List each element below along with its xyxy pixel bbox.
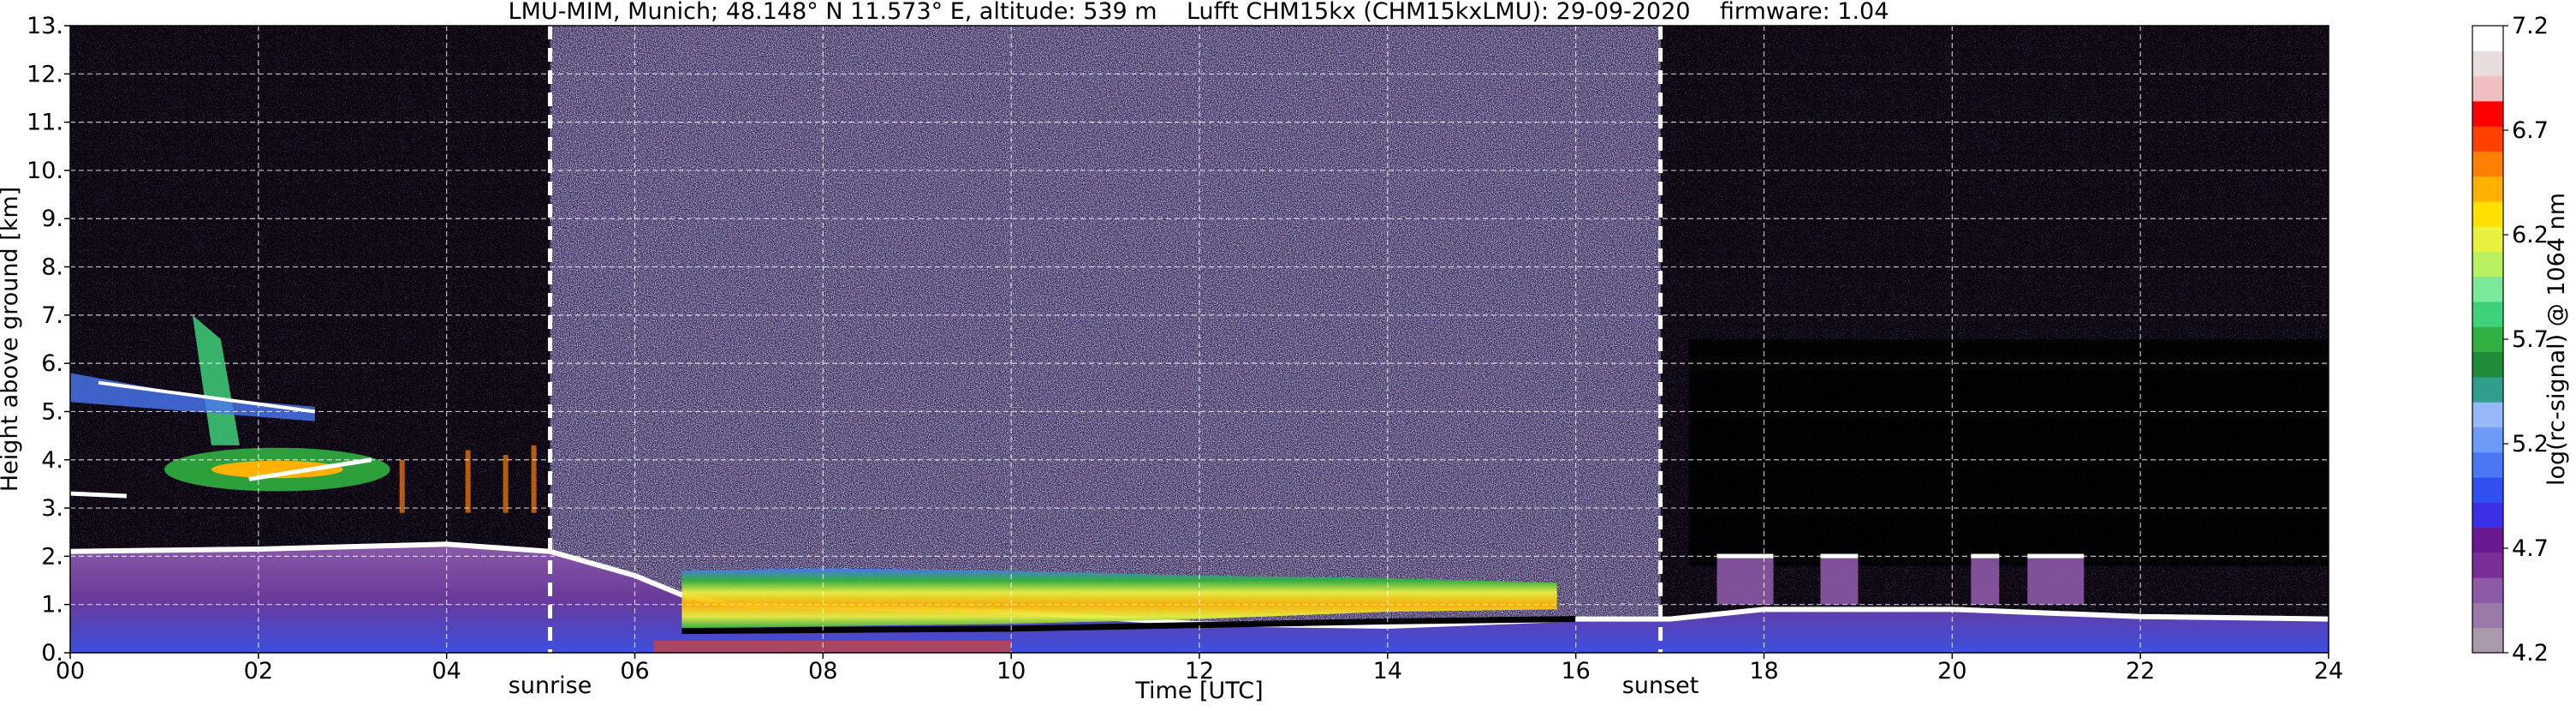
colorbar-segment (2472, 351, 2503, 378)
colorbar-tick-label: 4.7 (2512, 535, 2549, 562)
y-tick-label: 0. (41, 640, 63, 666)
sunrise-label: sunrise (509, 672, 592, 699)
colorbar-segment (2472, 577, 2503, 603)
colorbar-segment (2472, 276, 2503, 302)
colorbar-label: log(rc-signal) @ 1064 nm (2543, 193, 2570, 486)
y-tick-label: 13. (27, 13, 63, 39)
evening-cloud-top (1716, 553, 1774, 559)
x-tick-label: 12 (1185, 658, 1214, 684)
colorbar-segment (2472, 100, 2503, 127)
colorbar-tick-label: 7.2 (2512, 13, 2549, 39)
colorbar-segment (2472, 376, 2503, 403)
cloud-column (531, 445, 537, 513)
colorbar-tick-label: 5.2 (2512, 431, 2549, 457)
upper-cloud-band (70, 373, 315, 421)
evening-cloud (1820, 556, 1859, 605)
colorbar-segment (2472, 502, 2503, 529)
colorbar-tick-label: 4.2 (2512, 640, 2549, 666)
x-tick-label: 06 (620, 658, 649, 684)
cloud-column (399, 459, 405, 513)
cloud-base (70, 457, 372, 499)
colorbar-segment (2472, 151, 2503, 177)
cloud-core (211, 460, 343, 479)
y-tick-label: 10. (27, 158, 63, 184)
x-axis-label: Time [UTC] (1134, 678, 1263, 704)
evening-cloud-top (1820, 553, 1859, 559)
x-tick-label: 04 (431, 658, 461, 684)
evening-cloud (1716, 556, 1774, 605)
x-tick-label: 20 (1937, 658, 1966, 684)
colorbar-segment (2472, 251, 2503, 278)
evening-cloud-top (1971, 553, 2000, 559)
colorbar-tick-label: 5.7 (2512, 326, 2549, 353)
colorbar-segment (2472, 302, 2503, 327)
y-axis-label: Height above ground [km] (0, 187, 23, 492)
x-tick-label: 24 (2314, 658, 2343, 684)
cloud-column (503, 455, 509, 513)
colorbar-segment (2472, 602, 2503, 629)
y-tick-label: 9. (41, 206, 63, 232)
evening-dark-region (1688, 339, 2329, 566)
x-tick-label: 14 (1373, 658, 1402, 684)
colorbar-segment (2472, 26, 2503, 51)
x-tick-label: 22 (2126, 658, 2155, 684)
colorbar-segment (2472, 226, 2503, 253)
aerosol-layer (681, 568, 1557, 629)
colorbar-segment (2472, 200, 2503, 227)
x-tick-label: 00 (56, 658, 85, 684)
colorbar-segment (2472, 126, 2503, 152)
y-tick-label: 6. (41, 350, 63, 377)
x-tick-label: 08 (808, 658, 837, 684)
y-tick-label: 8. (41, 254, 63, 281)
upper-cloud-top (98, 380, 316, 414)
colorbar-segment (2472, 326, 2503, 353)
y-tick-label: 3. (41, 495, 63, 522)
y-tick-label: 1. (41, 592, 63, 618)
y-tick-label: 5. (41, 398, 63, 425)
y-tick-label: 12. (27, 61, 63, 87)
colorbar-segment (2472, 75, 2503, 102)
y-tick-label: 7. (41, 302, 63, 329)
colorbar-segment (2472, 627, 2503, 654)
x-tick-label: 10 (996, 658, 1026, 684)
colorbar-segment (2472, 451, 2503, 478)
cloud-column (465, 450, 471, 513)
daytime-noise (550, 26, 1661, 653)
x-tick-label: 18 (1749, 658, 1778, 684)
axes: 00 02 04 06 08 10 12 14 16 18 20 22 24 0. 1. 2. 3. 4. 5. 6.… (27, 13, 2343, 699)
evening-cloud (2027, 556, 2085, 605)
y-tick-label: 2. (41, 543, 63, 570)
colorbar-tick-label: 6.7 (2512, 117, 2549, 144)
x-tick-label: 02 (244, 658, 273, 684)
aerosol-dark-band (681, 616, 1576, 635)
sunset-label: sunset (1622, 672, 1699, 699)
evening-cloud (1971, 556, 2000, 605)
evening-cloud-top (2027, 553, 2085, 559)
colorbar-segment (2472, 402, 2503, 427)
colorbar-segment (2472, 552, 2503, 578)
x-tick-label: 16 (1561, 658, 1590, 684)
colorbar-segment (2472, 427, 2503, 453)
chart-title: LMU-MIM, Munich; 48.148° N 11.573° E, al… (509, 0, 1889, 25)
surface-layer (653, 640, 1012, 653)
colorbar-tick-label: 6.2 (2512, 222, 2549, 248)
colorbar-segment (2472, 51, 2503, 77)
y-tick-label: 4. (41, 447, 63, 474)
y-tick-label: 11. (27, 110, 63, 136)
colorbar-segment (2472, 477, 2503, 503)
colorbar: 4.2 4.7 5.2 5.7 6.2 6.7 7.2 (2472, 13, 2549, 666)
colorbar-segment (2472, 176, 2503, 202)
colorbar-segment (2472, 527, 2503, 553)
